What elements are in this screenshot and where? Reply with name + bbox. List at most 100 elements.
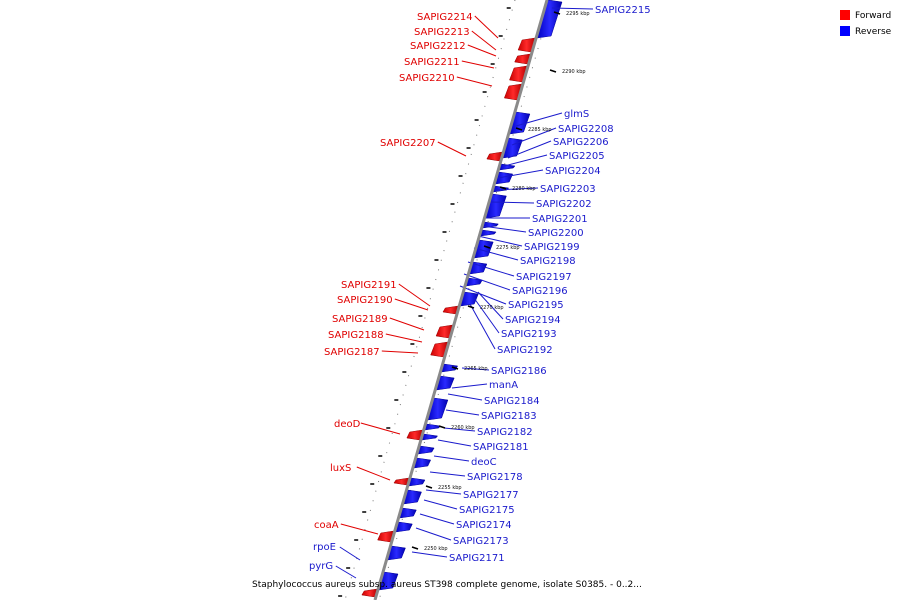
reverse-gene-label: SAPIG2173 (453, 536, 509, 547)
reverse-leader-line (461, 367, 490, 371)
forward-leader-line (437, 141, 467, 157)
reverse-leader-line (469, 303, 496, 350)
reverse-leader-line (335, 565, 357, 579)
reverse-gene-label: deoC (471, 457, 497, 468)
reverse-gene-label: SAPIG2197 (516, 272, 572, 283)
forward-leader-line (385, 333, 423, 343)
reverse-leader-line (443, 427, 476, 432)
reverse-gene-label: SAPIG2203 (540, 184, 596, 195)
reverse-gene-label: SAPIG2201 (532, 214, 588, 225)
kbp-label: 2290 kbp (562, 69, 586, 75)
reverse-leader-line (433, 455, 470, 462)
reverse-gene-label: SAPIG2175 (459, 505, 515, 516)
reverse-leader-line (473, 247, 519, 261)
forward-gene-label: SAPIG2210 (399, 73, 455, 84)
reverse-leader-line (451, 383, 488, 389)
reverse-gene-feature[interactable] (424, 423, 441, 431)
reverse-gene-label: SAPIG2198 (520, 256, 576, 267)
forward-leader-line (456, 76, 493, 87)
reverse-gene-label: SAPIG2182 (477, 427, 533, 438)
forward-gene-label: luxS (330, 463, 351, 474)
reverse-gene-label: SAPIG2196 (512, 286, 568, 297)
kbp-label: 2280 kbp (512, 186, 536, 192)
reverse-leader-line (511, 127, 557, 146)
reverse-leader-line (503, 154, 548, 167)
kbp-label: 2265 kbp (464, 366, 488, 372)
reverse-gene-label: SAPIG2192 (497, 345, 553, 356)
forward-gene-label: SAPIG2211 (404, 57, 460, 68)
reverse-leader-line (477, 235, 523, 247)
forward-gene-label: SAPIG2188 (328, 330, 384, 341)
forward-leader-line (381, 350, 419, 354)
kbp-tick (411, 546, 419, 550)
reverse-gene-label: SAPIG2186 (491, 366, 547, 377)
reverse-gene-label: SAPIG2208 (558, 124, 614, 135)
reverse-leader-line (459, 285, 507, 305)
forward-gene-label: SAPIG2207 (380, 138, 436, 149)
reverse-leader-line (473, 297, 500, 334)
reverse-leader-line (447, 393, 483, 401)
label-leaders (335, 7, 594, 579)
reverse-gene-label: SAPIG2205 (549, 151, 605, 162)
kbp-label: 2260 kbp (451, 425, 475, 431)
reverse-gene-label: SAPIG2183 (481, 411, 537, 422)
legend: Forward Reverse (840, 10, 892, 37)
forward-gene-label: SAPIG2212 (410, 41, 466, 52)
reverse-gene-feature[interactable] (421, 433, 439, 441)
reverse-gene-label: rpoE (313, 542, 336, 553)
reverse-gene-label: SAPIG2215 (595, 5, 651, 16)
reverse-leader-line (489, 201, 535, 204)
kbp-labels: 2295 kbp 2290 kbp 2285 kbp 2280 kbp 2275 kbp… (411, 11, 590, 552)
kbp-tick (425, 485, 433, 489)
kbp-tick (467, 305, 475, 309)
reverse-leader-line (515, 112, 563, 127)
legend-label-reverse: Reverse (855, 27, 892, 37)
forward-leader-line (398, 283, 431, 307)
forward-leader-line (461, 60, 495, 69)
legend-swatch-forward (840, 10, 850, 20)
kbp-label: 2285 kbp (528, 127, 552, 133)
forward-leader-line (360, 422, 401, 435)
reverse-leader-line (507, 140, 552, 159)
reverse-gene-label: SAPIG2199 (524, 242, 580, 253)
reverse-leader-line (415, 527, 452, 541)
forward-gene-feature[interactable] (393, 477, 410, 486)
forward-gene-label: SAPIG2189 (332, 314, 388, 325)
kbp-tick (549, 69, 557, 73)
forward-gene-label: SAPIG2190 (337, 295, 393, 306)
reverse-leader-line (429, 471, 466, 477)
reverse-gene-label: manA (489, 380, 518, 391)
forward-leader-line (467, 44, 497, 57)
forward-gene-label: SAPIG2213 (414, 27, 470, 38)
kbp-label: 2295 kbp (566, 11, 590, 17)
reverse-leader-line (463, 273, 511, 291)
forward-gene-label: coaA (314, 520, 339, 531)
reverse-gene-label: SAPIG2193 (501, 329, 557, 340)
reverse-gene-feature[interactable] (479, 229, 497, 237)
gene-features (361, 0, 563, 598)
reverse-gene-label: SAPIG2171 (449, 553, 505, 564)
kbp-tick (451, 366, 459, 370)
reverse-gene-label: SAPIG2177 (463, 490, 519, 501)
kbp-tick (438, 425, 446, 429)
kbp-label: 2270 kbp (480, 305, 504, 311)
reverse-leader-line (339, 546, 361, 561)
legend-label-forward: Forward (855, 11, 891, 21)
reverse-leader-line (423, 499, 458, 510)
legend-swatch-reverse (840, 26, 850, 36)
forward-leader-line (340, 523, 379, 535)
forward-leader-line (389, 317, 425, 331)
reverse-gene-label: SAPIG2200 (528, 228, 584, 239)
forward-leader-line (394, 298, 429, 311)
reverse-leader-line (437, 439, 472, 447)
reverse-gene-label: SAPIG2184 (484, 396, 540, 407)
gene-labels: SAPIG2214 SAPIG2213 SAPIG2212 SAPIG2211 SAPI… (309, 5, 651, 572)
forward-leader-line (471, 30, 497, 51)
kbp-tick (499, 186, 507, 190)
reverse-gene-label: SAPIG2202 (536, 199, 592, 210)
genome-backbone (373, 0, 549, 601)
reverse-leader-line (493, 187, 539, 191)
reverse-gene-label: SAPIG2194 (505, 315, 561, 326)
